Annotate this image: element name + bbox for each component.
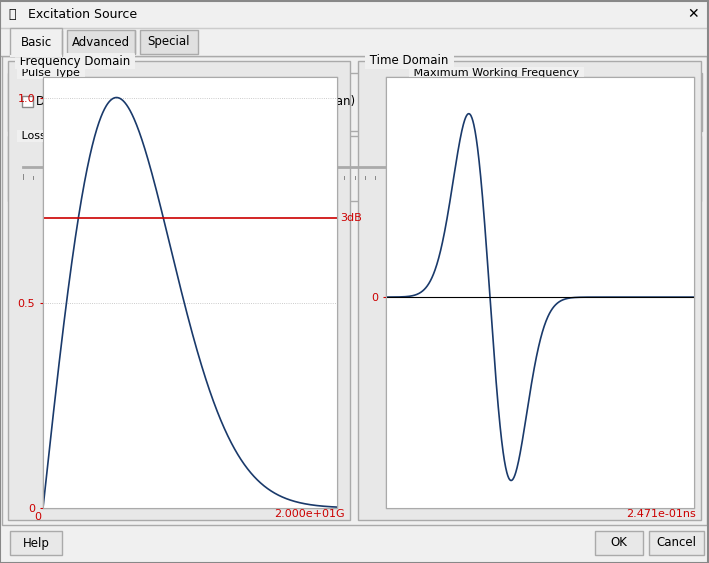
Text: ▼: ▼ [675, 97, 681, 106]
Text: DC(Gaussian): DC(Gaussian) [36, 95, 117, 108]
Bar [0, 28, 709, 56]
Text: ✕: ✕ [687, 7, 699, 21]
Bar [123, 96, 134, 107]
Text: 10: 10 [469, 96, 484, 109]
Text: 0: 0 [34, 512, 41, 522]
Text: 🔶: 🔶 [8, 7, 16, 20]
Bar [140, 30, 198, 54]
Bar [647, 93, 685, 111]
Bar [8, 73, 393, 131]
Text: Without DC(Differentiated Gaussian): Without DC(Differentiated Gaussian) [138, 95, 355, 108]
Bar [76, 160, 90, 174]
Text: Basic: Basic [21, 35, 52, 48]
Bar [22, 96, 33, 107]
Bar [2, 56, 707, 525]
Bar [43, 77, 337, 508]
Bar [595, 531, 643, 555]
Text: GHz: GHz [653, 96, 677, 109]
Text: Frequency Domain: Frequency Domain [16, 55, 134, 68]
Bar [465, 93, 643, 111]
Text: 3dB: 3dB [340, 213, 362, 223]
Text: Advanced: Advanced [72, 35, 130, 48]
Text: Help: Help [23, 537, 50, 549]
Text: Cancel: Cancel [656, 537, 696, 549]
Text: Excitation Source: Excitation Source [28, 7, 137, 20]
Text: Loss Setting(1~30dB:3dB): Loss Setting(1~30dB:3dB) [18, 131, 172, 141]
Text: 2.471e-01ns: 2.471e-01ns [626, 509, 696, 519]
Bar [649, 531, 704, 555]
Text: Pulse Type: Pulse Type [18, 68, 84, 78]
Text: Maximum Working Frequency: Maximum Working Frequency [410, 68, 583, 78]
Bar [400, 73, 702, 131]
Bar [8, 61, 350, 520]
Bar [358, 61, 701, 520]
Text: ✓: ✓ [124, 96, 133, 106]
Bar [386, 77, 694, 508]
Text: 2.000e+01G: 2.000e+01G [274, 509, 345, 519]
Bar [67, 30, 135, 54]
Text: Time Domain: Time Domain [366, 55, 452, 68]
Bar [0, 0, 709, 28]
Bar [10, 531, 62, 555]
Text: Special: Special [147, 35, 190, 48]
Text: OK: OK [610, 537, 627, 549]
Bar [10, 28, 62, 56]
Bar [8, 136, 701, 201]
Text: Frequency: Frequency [412, 96, 473, 109]
